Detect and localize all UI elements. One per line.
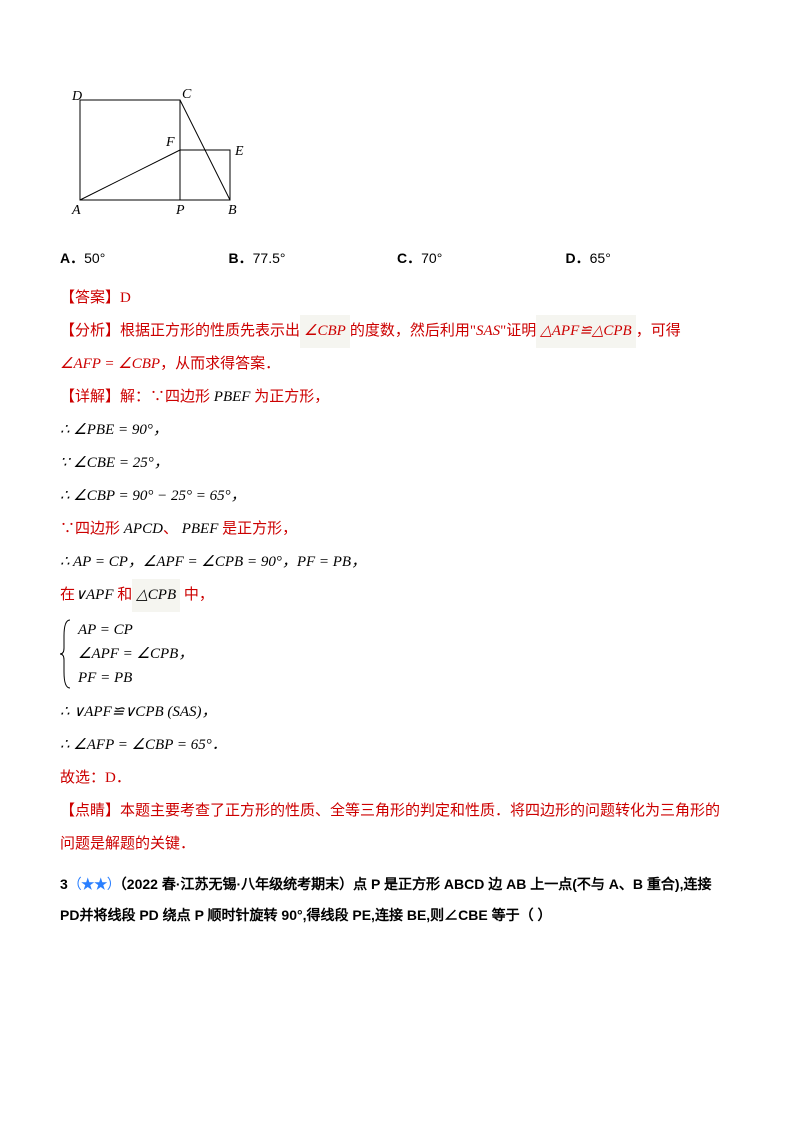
label-C: C bbox=[182, 87, 192, 102]
detail-line-9: 故选：D． bbox=[60, 762, 734, 795]
detail-line-6: 在∨APF 和△CPB 中， bbox=[60, 579, 734, 612]
option-d[interactable]: D．65° bbox=[566, 243, 735, 274]
label-E: E bbox=[234, 144, 244, 159]
label-A: A bbox=[71, 203, 81, 218]
label-B: B bbox=[228, 203, 237, 218]
label-P: P bbox=[175, 203, 185, 218]
answer-options: A．50° B．77.5° C．70° D．65° bbox=[60, 243, 734, 274]
detail-line-4: ∵四边形 APCD、 PBEF 是正方形， bbox=[60, 513, 734, 546]
detail-line-2: ∵ ∠CBE = 25°， bbox=[60, 447, 734, 480]
q3-number: 3 bbox=[60, 876, 68, 892]
detail-line-0: 【详解】解：∵四边形 PBEF 为正方形， bbox=[60, 381, 734, 414]
star-icon: （★★） bbox=[68, 876, 120, 892]
detail-line-5: ∴ AP = CP，∠APF = ∠CPB = 90°，PF = PB， bbox=[60, 546, 734, 579]
detail-line-3: ∴ ∠CBP = 90° − 25° = 65°， bbox=[60, 480, 734, 513]
label-D: D bbox=[71, 89, 82, 104]
analysis-line-2: ∠AFP = ∠CBP，从而求得答案． bbox=[60, 348, 734, 381]
question-3: 3（★★）（2022 春·江苏无锡·八年级统考期末）点 P 是正方形 ABCD … bbox=[60, 869, 734, 931]
geometry-diagram: D C F E A P B bbox=[60, 80, 734, 233]
brace-row-1: AP = CP bbox=[78, 618, 734, 642]
detail-line-1: ∴ ∠PBE = 90°， bbox=[60, 414, 734, 447]
option-b[interactable]: B．77.5° bbox=[229, 243, 398, 274]
label-F: F bbox=[165, 135, 175, 150]
brace-row-3: PF = PB bbox=[78, 666, 734, 690]
analysis-line: 【分析】根据正方形的性质先表示出∠CBP的度数，然后利用"SAS"证明△APF≌… bbox=[60, 315, 734, 348]
answer-line: 【答案】D bbox=[60, 282, 734, 315]
dianjing-line: 【点睛】本题主要考查了正方形的性质、全等三角形的判定和性质．将四边形的问题转化为… bbox=[60, 795, 734, 861]
option-c[interactable]: C．70° bbox=[397, 243, 566, 274]
detail-line-8: ∴ ∠AFP = ∠CBP = 65°． bbox=[60, 729, 734, 762]
q3-text: （2022 春·江苏无锡·八年级统考期末）点 P 是正方形 ABCD 边 AB … bbox=[60, 876, 711, 923]
detail-line-7: ∴ ∨APF≌∨CPB (SAS)， bbox=[60, 696, 734, 729]
option-a[interactable]: A．50° bbox=[60, 243, 229, 274]
equation-brace: AP = CP ∠APF = ∠CPB， PF = PB bbox=[60, 618, 734, 690]
brace-row-2: ∠APF = ∠CPB， bbox=[78, 642, 734, 666]
